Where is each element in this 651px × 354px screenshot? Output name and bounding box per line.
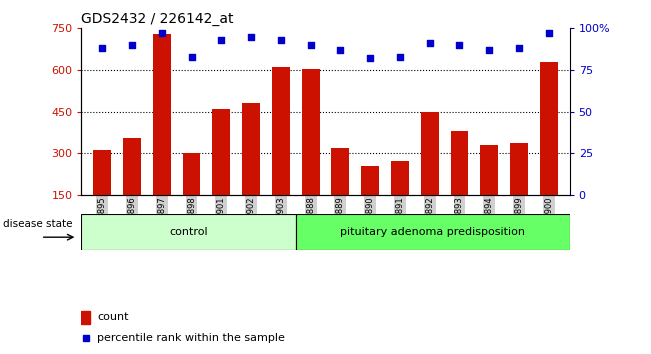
Point [335,47,346,53]
Point [127,42,137,48]
Point [246,34,256,40]
Text: disease state: disease state [3,219,73,229]
Bar [272,67,290,195]
Point [424,40,435,46]
Bar [361,166,379,195]
Bar [123,138,141,195]
Point [544,30,554,36]
Bar [510,143,528,195]
Bar [540,62,558,195]
Text: control: control [169,227,208,237]
Bar [81,312,90,324]
Bar [296,214,570,250]
Bar [182,153,201,195]
Point [156,30,167,36]
Point [395,54,405,59]
Bar [331,148,350,195]
Point [454,42,465,48]
Point [305,42,316,48]
Point [365,56,376,61]
Point [97,45,107,51]
Text: pituitary adenoma predisposition: pituitary adenoma predisposition [340,227,525,237]
Bar [212,109,230,195]
Bar [242,103,260,195]
Point [484,47,495,53]
Bar [391,161,409,195]
Bar [93,150,111,195]
Bar [450,131,469,195]
Point [275,37,286,43]
Text: percentile rank within the sample: percentile rank within the sample [98,333,285,343]
Bar [81,214,296,250]
Point [186,54,197,59]
Bar [153,34,171,195]
Text: count: count [98,312,129,322]
Bar [421,112,439,195]
Point [216,37,227,43]
Bar [301,69,320,195]
Bar [480,145,498,195]
Text: GDS2432 / 226142_at: GDS2432 / 226142_at [81,12,234,26]
Point [514,45,524,51]
